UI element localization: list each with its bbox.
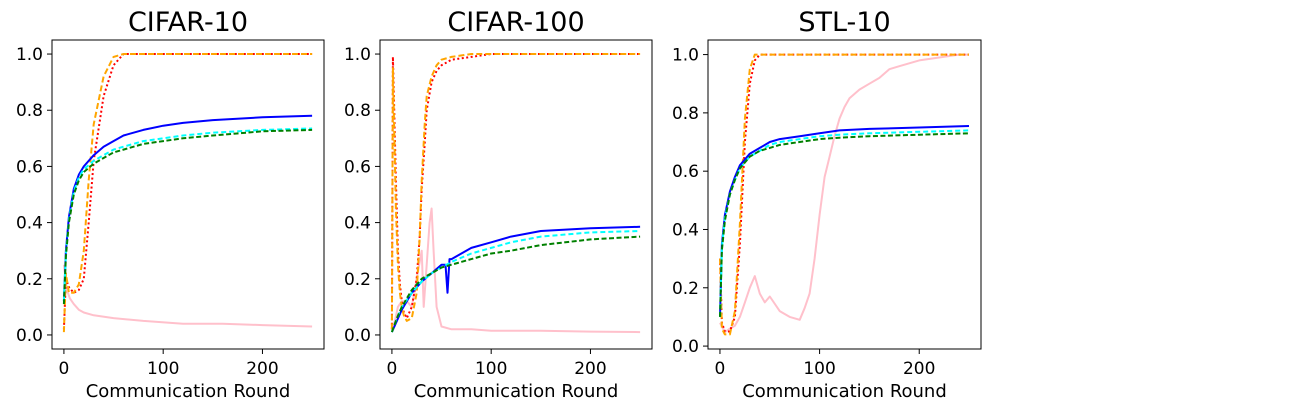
plot-frame [707,39,982,350]
series-line-2 [719,53,969,336]
x-axis-label: Communication Round [86,381,291,402]
x-tick-label: 0 [58,359,69,379]
series-group [390,53,641,334]
plot-frame [379,39,653,350]
y-tick-label: 0.4 [672,220,699,240]
y-tick-label: 0.2 [344,270,371,290]
plot-frame [51,39,325,350]
y-tick-label: 1.0 [672,46,699,66]
y-tick-label: 1.0 [344,45,371,65]
y-tick-label: 0.0 [344,326,371,346]
y-tick-label: 0.8 [16,101,43,121]
x-axis-label: Communication Round [742,381,947,402]
x-tick-label: 100 [147,359,179,379]
x-tick-label: 200 [246,359,278,379]
x-tick-label: 100 [803,359,835,379]
y-tick-label: 0.6 [672,162,699,182]
y-tick-label: 0.6 [16,157,43,177]
series-line-4 [719,129,970,317]
x-tick-label: 200 [903,359,935,379]
x-tick-label: 0 [386,359,397,379]
series-line-5 [390,235,641,333]
y-tick-label: 0.6 [344,157,371,177]
panel-cifar-100: CIFAR-100 Communication Round 0.0 0.2 0.4 0… [344,7,653,402]
series-line-5 [719,132,970,317]
panel-cifar-10: CIFAR-10 Communication Round 0.0 0.2 0.4 0.… [16,7,325,402]
series-line-2 [62,53,313,333]
y-tick-label: 1.0 [16,45,43,65]
series-group [719,53,970,336]
y-tick-label: 0.8 [344,101,371,121]
y-tick-label: 0.4 [16,214,43,234]
series-group [62,53,313,333]
chart-title: STL-10 [798,7,890,38]
series-line-0 [390,207,641,334]
y-tick-label: 0.2 [672,279,699,299]
chart-title: CIFAR-100 [447,7,584,38]
series-line-2 [390,53,641,330]
y-tick-label: 0.8 [672,104,699,124]
x-axis-label: Communication Round [414,381,619,402]
series-line-0 [62,264,313,328]
chart-title: CIFAR-10 [128,7,248,38]
x-tick-label: 100 [475,359,507,379]
series-line-0 [719,53,969,333]
y-tick-label: 0.2 [16,270,43,290]
y-tick-label: 0.4 [344,214,371,234]
series-line-4 [62,127,313,302]
x-tick-label: 0 [715,359,726,379]
y-tick-label: 0.0 [16,326,43,346]
series-line-4 [390,230,641,333]
x-tick-label: 200 [574,359,606,379]
series-line-5 [62,128,313,305]
panel-stl-10: STL-10 Communication Round 0.0 0.2 0.4 0.6 0… [672,7,982,402]
y-tick-label: 0.0 [672,337,699,357]
